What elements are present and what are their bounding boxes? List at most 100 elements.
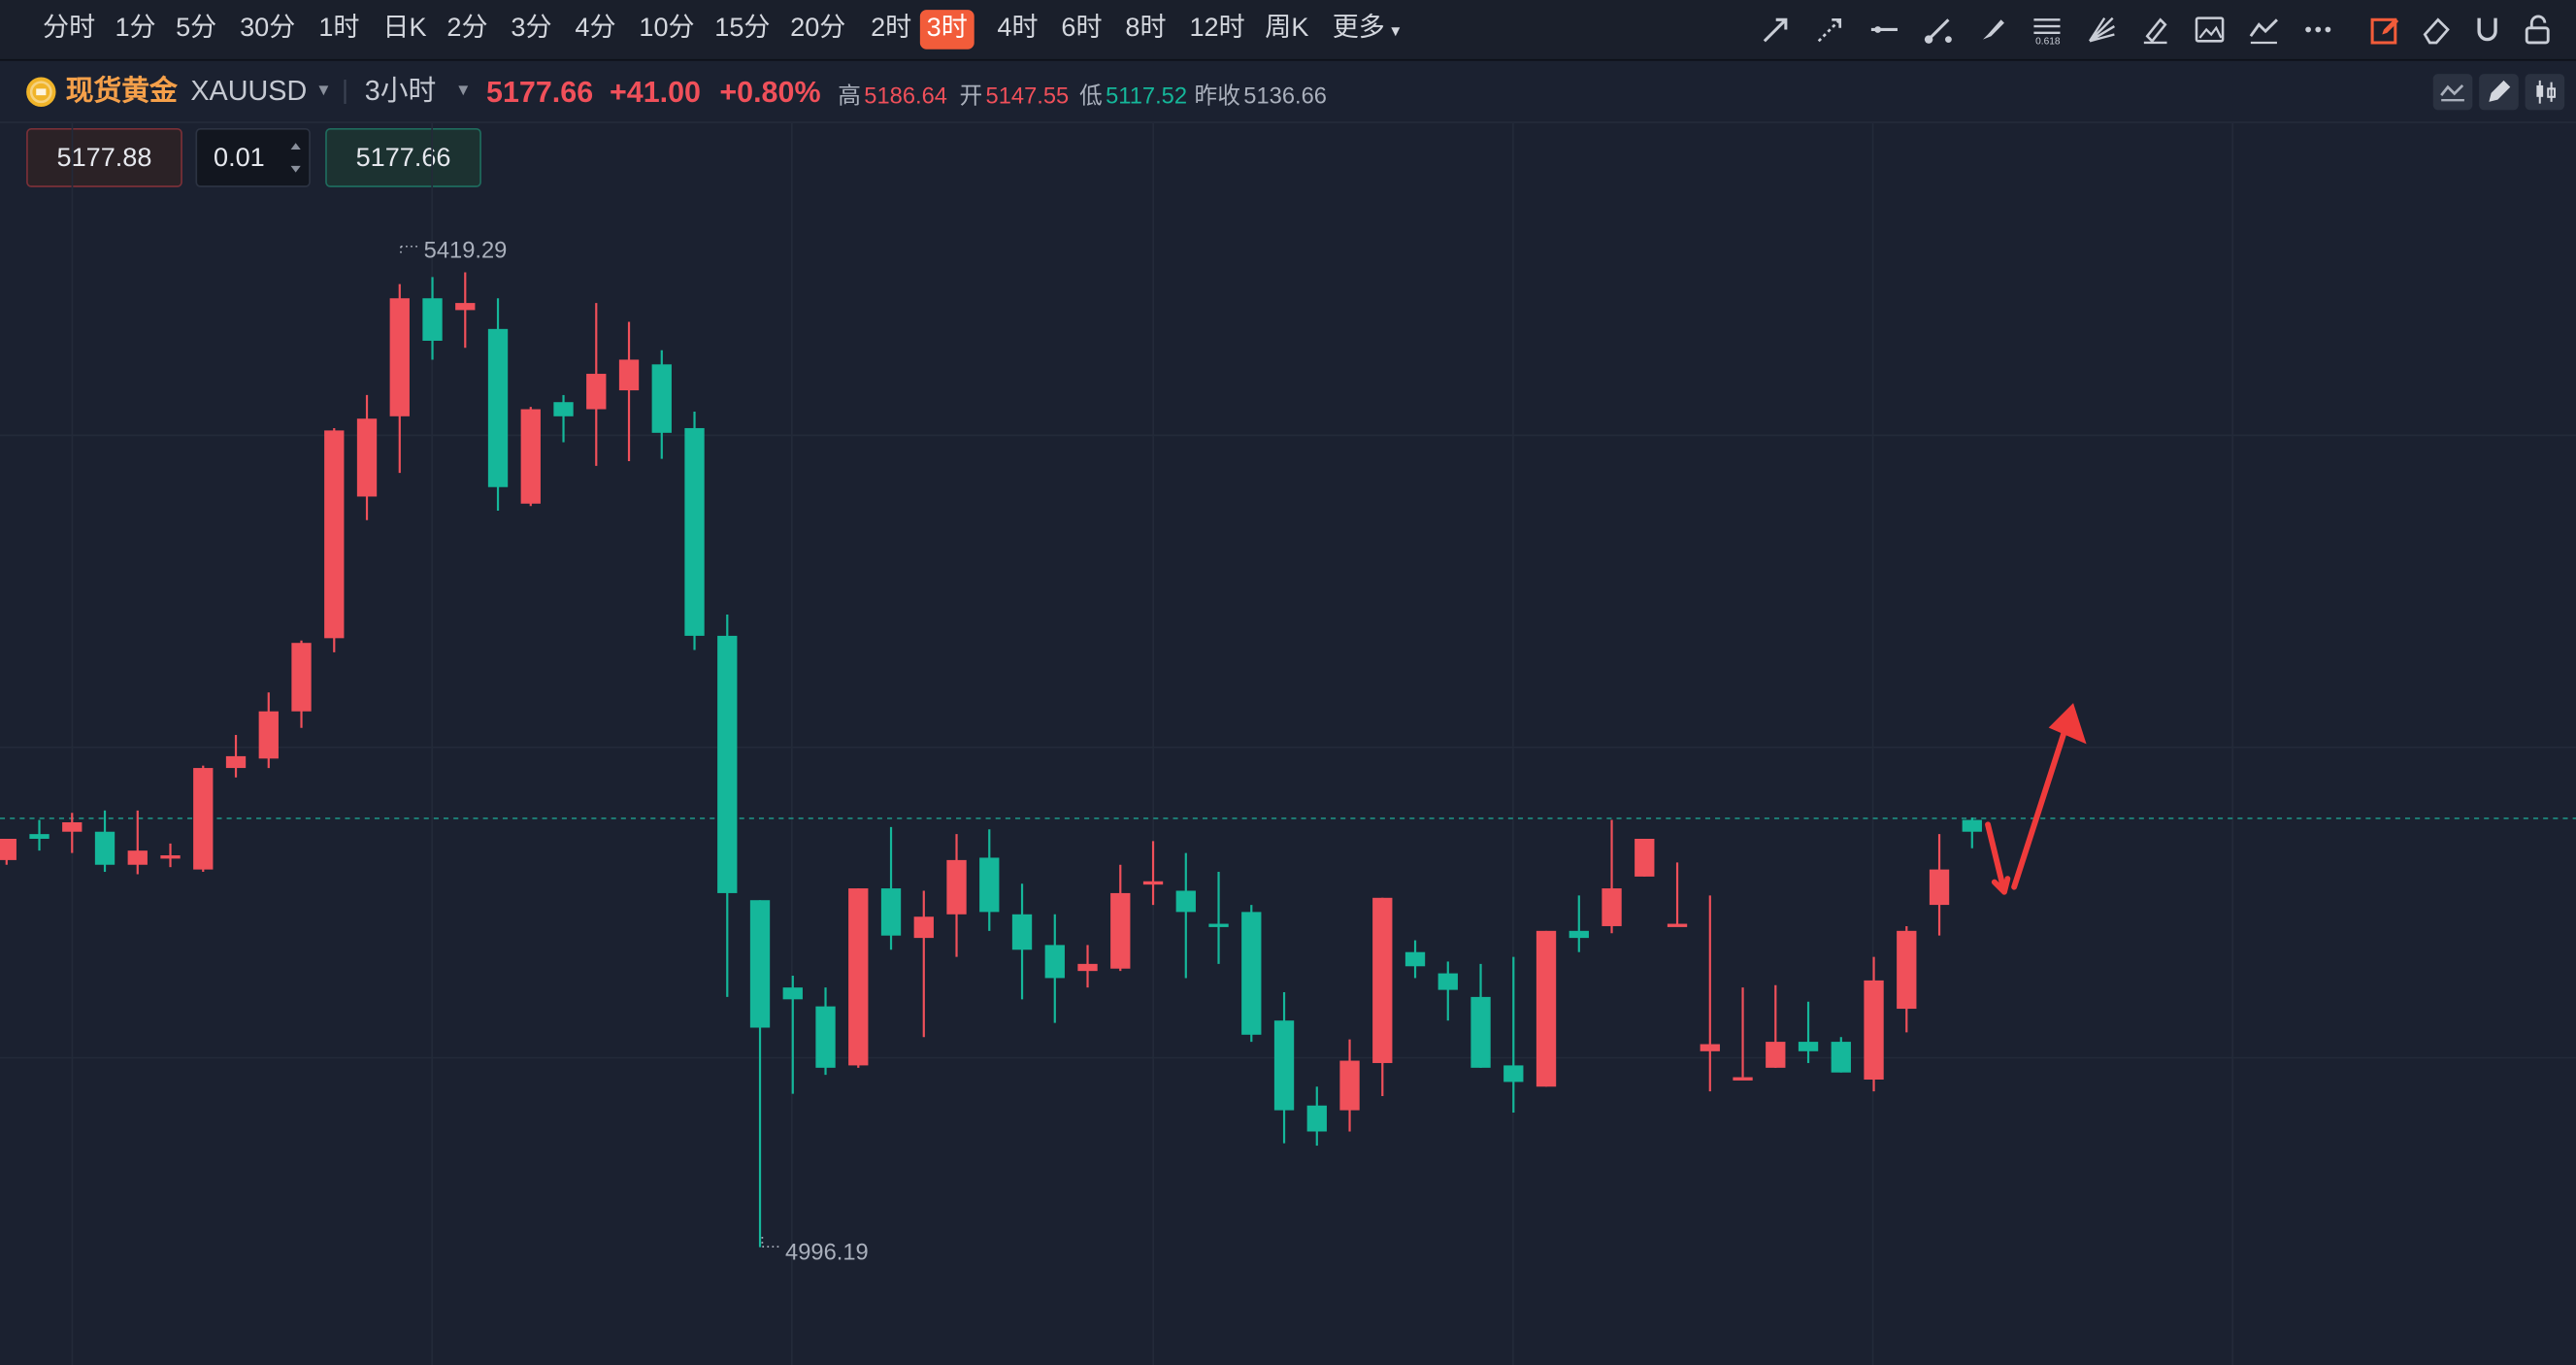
quantity-input[interactable]: 0.01 — [195, 127, 311, 187]
drawn-arrow[interactable] — [1985, 721, 2070, 895]
more-icon[interactable] — [2300, 12, 2336, 48]
instrument-symbol[interactable]: XAUUSD — [190, 75, 308, 107]
buy-price-button[interactable]: 5177.66 — [325, 127, 481, 187]
tab-timeframe-14[interactable]: 3时 — [919, 10, 974, 50]
image-icon[interactable] — [2192, 12, 2228, 48]
candle — [0, 839, 17, 865]
candle — [160, 843, 181, 868]
indicator-icon — [2433, 74, 2473, 110]
max-price-label: 5419.29 — [424, 239, 508, 264]
symbol-dropdown-icon[interactable]: ▼ — [314, 82, 332, 101]
price-chart[interactable]: 5419.29 4996.19 — [0, 122, 2576, 1365]
candle — [487, 298, 509, 512]
candle — [1437, 961, 1458, 1021]
tab-timeframe-12[interactable]: 20分 — [790, 15, 846, 43]
candle-body — [815, 1006, 836, 1068]
candle — [1700, 895, 1720, 1092]
candle — [1635, 839, 1655, 877]
candle-body — [1569, 930, 1589, 939]
annotations-layer: 5419.29 4996.19 — [400, 239, 2087, 1266]
candle-body — [1766, 1042, 1786, 1068]
candle-body — [160, 855, 181, 859]
tab-timeframe-20[interactable]: 更多 ▼ — [1332, 15, 1404, 43]
tab-timeframe-11[interactable]: 15分 — [714, 15, 771, 43]
tab-timeframe-5[interactable]: 1时 — [318, 15, 360, 43]
candle — [815, 987, 836, 1076]
current-price: 5177.66 — [486, 75, 594, 109]
dashed-arrow-icon[interactable] — [1812, 12, 1848, 48]
tab-timeframe-15[interactable]: 4时 — [997, 15, 1039, 43]
candle — [62, 813, 83, 853]
candle — [1175, 852, 1196, 979]
candle-body — [1962, 819, 1982, 832]
tab-timeframe-8[interactable]: 3分 — [511, 15, 552, 43]
candle-body — [29, 834, 50, 840]
chart-grid — [0, 122, 2576, 1365]
edit-icon[interactable] — [2367, 12, 2403, 48]
candle — [193, 765, 214, 873]
draw-toggle-button[interactable] — [2479, 74, 2519, 111]
candle — [1241, 905, 1262, 1043]
brush-icon[interactable] — [1975, 12, 2011, 48]
indicator-button[interactable] — [2432, 74, 2473, 111]
candle-body — [455, 303, 476, 311]
open-label: 开 — [959, 82, 983, 109]
quantity-stepper[interactable] — [284, 131, 308, 183]
candle — [1470, 963, 1491, 1068]
tab-timeframe-6[interactable]: 日K — [382, 15, 427, 43]
chart-type-button[interactable] — [2525, 74, 2565, 111]
tab-timeframe-16[interactable]: 6时 — [1061, 15, 1103, 43]
instrument-info-bar: 现货黄金 XAUUSD ▼ | 3小时 ▼ 5177.66 +41.00 +0.… — [0, 62, 2576, 123]
candle — [1798, 1001, 1819, 1063]
candle-body — [749, 900, 771, 1028]
tab-timeframe-1[interactable]: 分时 — [43, 15, 96, 43]
instrument-name[interactable]: 现货黄金 — [65, 75, 178, 107]
lock-icon[interactable] — [2520, 12, 2556, 48]
candle-body — [1273, 1020, 1295, 1111]
candle — [291, 640, 312, 728]
horizontal-line-icon[interactable] — [1866, 12, 1902, 48]
tab-timeframe-13[interactable]: 2时 — [871, 15, 912, 43]
eraser-icon[interactable] — [2419, 12, 2455, 48]
tab-timeframe-10[interactable]: 10分 — [639, 15, 695, 43]
fan-icon[interactable] — [2083, 12, 2119, 48]
period-dropdown-icon[interactable]: ▼ — [454, 82, 472, 101]
high-value: 5186.64 — [864, 82, 947, 109]
candle — [880, 826, 902, 950]
candle-body — [1077, 963, 1098, 972]
sell-price-button[interactable]: 5177.88 — [26, 127, 182, 187]
candle — [1372, 897, 1393, 1097]
candle — [553, 394, 574, 443]
candle-body — [553, 402, 574, 416]
tab-timeframe-2[interactable]: 1分 — [115, 15, 156, 43]
candle — [1536, 930, 1557, 1087]
candle-body — [1470, 996, 1491, 1068]
candle-body — [1602, 888, 1622, 926]
tab-timeframe-4[interactable]: 30分 — [240, 15, 296, 43]
tab-timeframe-3[interactable]: 5分 — [176, 15, 217, 43]
candle — [946, 834, 967, 957]
segment-icon[interactable] — [1921, 12, 1957, 48]
magnet-icon[interactable] — [2469, 12, 2505, 48]
fibonacci-icon[interactable]: 0.618 — [2029, 12, 2064, 48]
candle — [1077, 945, 1098, 988]
highlighter-icon[interactable] — [2137, 12, 2173, 48]
candle-body — [0, 839, 17, 860]
candle — [1044, 914, 1065, 1023]
tab-timeframe-17[interactable]: 8时 — [1125, 15, 1167, 43]
candle-body — [848, 888, 869, 1066]
tab-timeframe-18[interactable]: 12时 — [1189, 15, 1245, 43]
candle — [455, 272, 476, 349]
period-selector[interactable]: 3小时 — [364, 75, 437, 107]
tab-timeframe-7[interactable]: 2分 — [446, 15, 488, 43]
candle — [1142, 841, 1164, 906]
candle — [782, 976, 803, 1094]
candle-body — [586, 374, 607, 410]
prev-close-value: 5136.66 — [1243, 82, 1327, 109]
arrow-line-icon[interactable] — [1758, 12, 1794, 48]
tab-timeframe-19[interactable]: 周K — [1265, 15, 1309, 43]
trend-chart-icon[interactable] — [2246, 12, 2282, 48]
candle-body — [487, 328, 509, 487]
low-label: 低 — [1079, 82, 1103, 109]
tab-timeframe-9[interactable]: 4分 — [575, 15, 616, 43]
